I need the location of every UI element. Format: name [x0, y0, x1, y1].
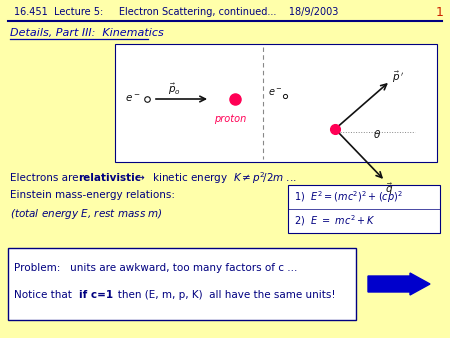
Text: Problem:   units are awkward, too many factors of c ...: Problem: units are awkward, too many fac…: [14, 263, 297, 273]
Text: proton: proton: [214, 114, 246, 124]
Text: Einstein mass-energy relations:: Einstein mass-energy relations:: [10, 190, 175, 200]
Text: $e^-$: $e^-$: [125, 94, 140, 104]
Text: $\rightarrow$  kinetic energy  $K \neq p^2\!/2m$ ...: $\rightarrow$ kinetic energy $K \neq p^2…: [133, 170, 297, 186]
Text: (total energy $E$, rest mass $m$): (total energy $E$, rest mass $m$): [10, 207, 163, 221]
Text: then (E, m, p, K)  all have the same units!: then (E, m, p, K) all have the same unit…: [108, 290, 336, 300]
Text: 1)  $E^2 = (mc^2)^2 + (cp)^2$: 1) $E^2 = (mc^2)^2 + (cp)^2$: [294, 189, 403, 205]
Text: Notice that: Notice that: [14, 290, 78, 300]
Text: $\vec{p}\,'$: $\vec{p}\,'$: [392, 69, 405, 85]
FancyArrow shape: [368, 273, 430, 295]
Text: $e^-$: $e^-$: [268, 87, 283, 97]
Text: Details, Part III:  Kinematics: Details, Part III: Kinematics: [10, 28, 164, 38]
Text: 16.451  Lecture 5:     Electron Scattering, continued...    18/9/2003: 16.451 Lecture 5: Electron Scattering, c…: [14, 7, 338, 17]
FancyBboxPatch shape: [8, 248, 356, 320]
Text: $\theta$: $\theta$: [373, 128, 381, 140]
Text: $\vec{p}_o$: $\vec{p}_o$: [168, 81, 181, 97]
Text: 1: 1: [436, 5, 444, 19]
Text: relativistic: relativistic: [78, 173, 141, 183]
Text: Electrons are: Electrons are: [10, 173, 82, 183]
FancyBboxPatch shape: [115, 44, 437, 162]
FancyBboxPatch shape: [288, 185, 440, 233]
Text: $\vec{q}$: $\vec{q}$: [385, 181, 393, 197]
Text: if c=1: if c=1: [79, 290, 113, 300]
Text: 2)  $E \ = \ mc^2 + K$: 2) $E \ = \ mc^2 + K$: [294, 214, 376, 228]
